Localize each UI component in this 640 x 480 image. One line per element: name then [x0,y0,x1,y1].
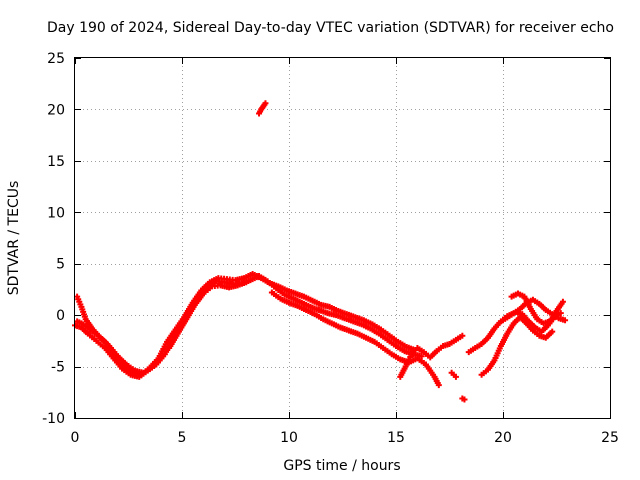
y-tick-label: -5 [51,360,65,376]
data-point [418,353,425,360]
y-tick-label: 20 [47,102,65,118]
data-point [140,369,147,376]
data-point [435,382,442,389]
data-point [243,279,250,286]
x-tick-label: 5 [178,430,187,446]
data-point [549,328,556,335]
data-point [452,373,459,380]
gridlines [75,58,610,418]
y-tick-label: 0 [56,308,65,324]
plot-frame [74,57,611,419]
data-point [262,100,269,107]
y-tick-label: 10 [47,205,65,221]
x-tick-label: 10 [280,430,298,446]
data-points [72,100,569,403]
y-tick-label: -10 [42,411,65,427]
data-point [557,310,564,317]
data-point [559,298,566,305]
y-axis-label: SDTVAR / TECUs [6,181,22,296]
x-axis-label: GPS time / hours [283,458,400,474]
data-point [461,396,468,403]
y-tick-label: 5 [56,257,65,273]
axis-ticks: 0 5 10 15 20 25 -10 -5 0 5 10 15 20 25 [42,51,619,446]
data-point [562,317,569,324]
y-tick-label: 25 [47,51,65,67]
x-tick-label: 20 [494,430,512,446]
y-tick-label: 15 [47,154,65,170]
chart-title: Day 190 of 2024, Sidereal Day-to-day VTE… [47,20,614,36]
x-tick-label: 15 [387,430,405,446]
x-tick-label: 25 [601,430,619,446]
x-tick-label: 0 [71,430,80,446]
data-point [459,332,466,339]
